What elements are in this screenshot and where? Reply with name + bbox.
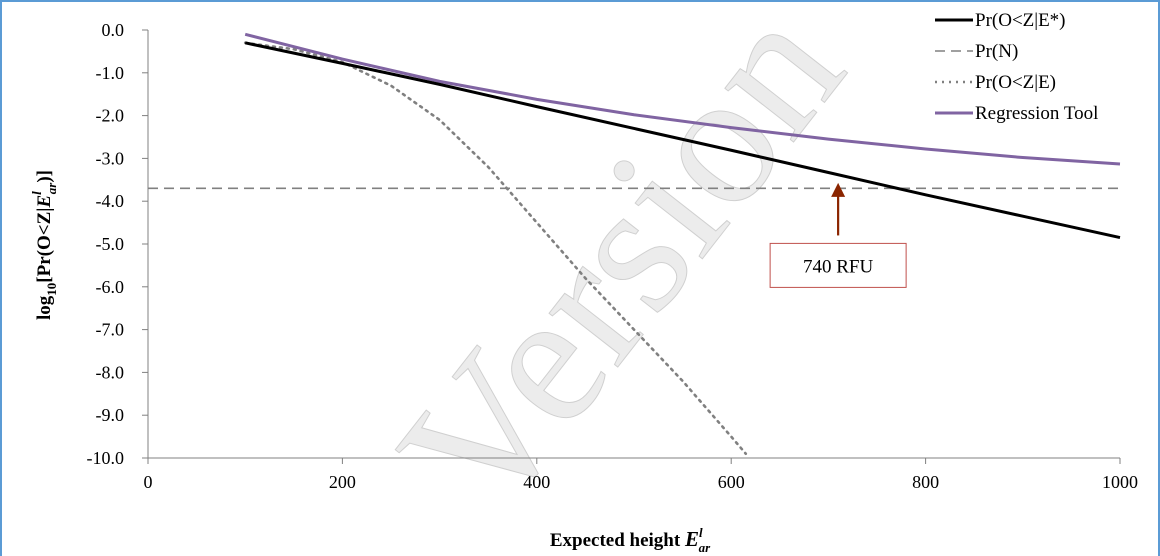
- x-tick-label: 0: [144, 472, 153, 492]
- y-axis-title: log10[Pr(O<Z|Elar)]: [29, 170, 59, 320]
- y-tick-label: -7.0: [96, 320, 125, 340]
- x-tick-label: 800: [912, 472, 939, 492]
- y-tick-label: -10.0: [87, 448, 125, 468]
- y-tick-label: -8.0: [96, 362, 125, 382]
- legend-label: Regression Tool: [975, 103, 1098, 124]
- annotation-arrow-head: [831, 182, 846, 197]
- y-tick-label: -9.0: [96, 405, 125, 425]
- y-tick-label: -6.0: [96, 277, 125, 297]
- y-tick-label: -3.0: [96, 148, 125, 168]
- series-line-3: [244, 32, 1121, 166]
- x-axis-title: Expected height El ar: [550, 525, 711, 555]
- annotation: 740 RFU: [769, 182, 907, 288]
- y-tick-label: -1.0: [96, 63, 125, 83]
- legend-label: Pr(O<Z|E*): [975, 10, 1066, 31]
- series-line-0: [244, 41, 1121, 240]
- y-tick-label: -4.0: [96, 191, 125, 211]
- series-layer: [148, 32, 1121, 456]
- legend-label: Pr(N): [975, 41, 1018, 62]
- y-tick-label: -2.0: [96, 106, 125, 126]
- annotation-box: [769, 242, 907, 288]
- axes: 0.0 -1.0 -2.0 -3.0 -4.0 -5.0 -6.0 -7.0 -8.0 -9.0 -…: [87, 20, 1139, 492]
- y-tick-label: -5.0: [96, 234, 125, 254]
- series-line-2: [243, 41, 748, 456]
- y-tick-label: 0.0: [102, 20, 125, 40]
- x-tick-label: 400: [523, 472, 550, 492]
- legend-label: Pr(O<Z|E): [975, 72, 1056, 93]
- annotation-label: 740 RFU: [803, 256, 873, 277]
- x-tick-label: 1000: [1102, 472, 1138, 492]
- x-tick-label: 600: [718, 472, 745, 492]
- x-tick-label: 200: [329, 472, 356, 492]
- legend: Pr(O<Z|E*) Pr(N) Pr(O<Z|E) Regression Tool: [935, 10, 1098, 124]
